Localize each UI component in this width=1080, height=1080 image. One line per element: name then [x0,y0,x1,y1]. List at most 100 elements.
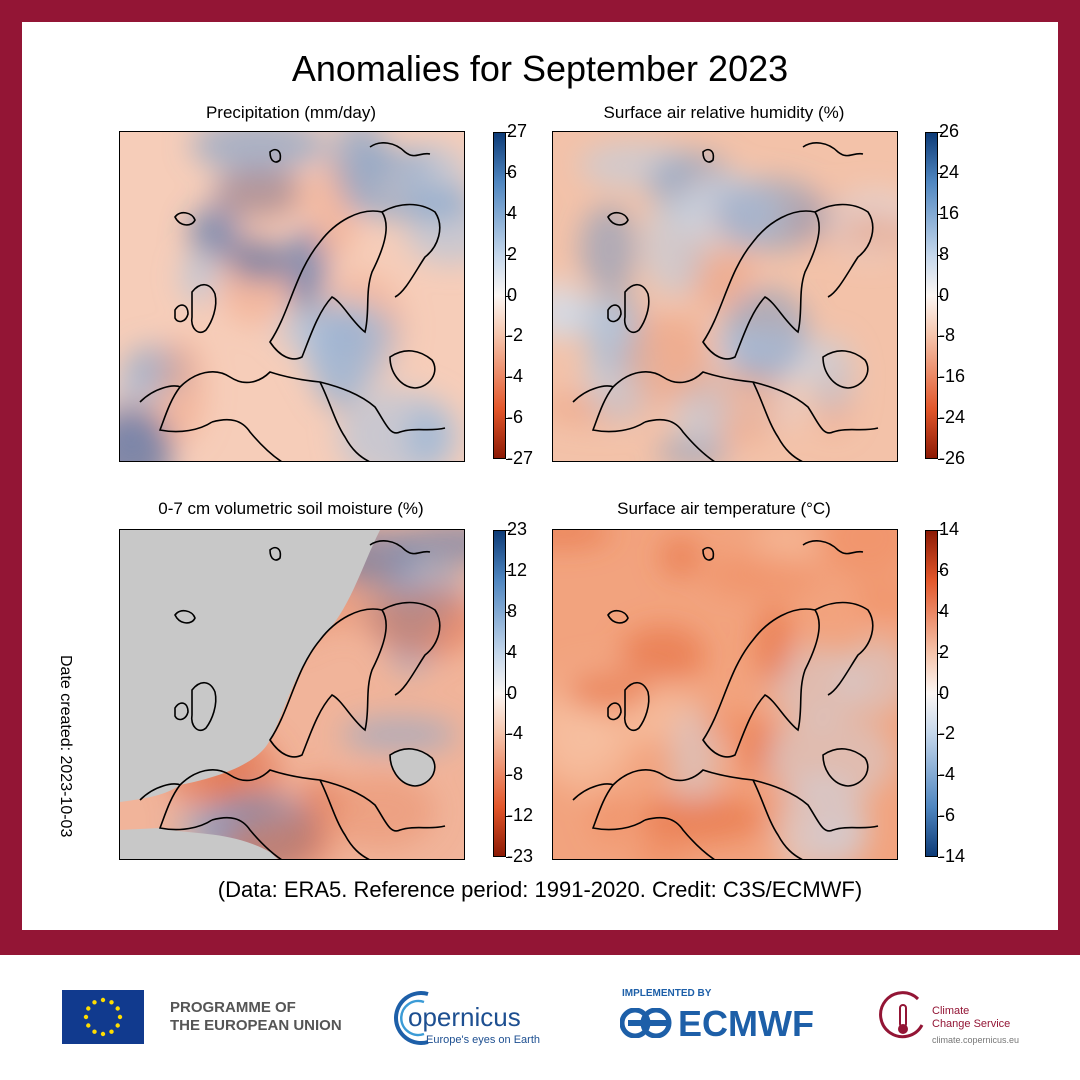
colorbar-tick-label: 8 [507,601,518,621]
anomaly-blob [354,149,435,178]
colorbar-tick-label: -4 [507,723,524,743]
colorbar-tick-mark [506,816,511,817]
colorbar-tick-label: 4 [939,601,950,621]
colorbar-tick-mark [938,459,943,460]
colorbar-tick-mark [938,816,943,817]
colorbar-tick-label: 2 [507,244,518,264]
coastline [190,283,217,334]
coastline [572,385,646,433]
map-title: Surface air temperature (°C) [617,499,831,518]
colorbar [925,530,938,857]
colorbar-tick-label: 24 [939,162,960,182]
anomaly-blob [698,711,755,740]
colorbar-tick-mark [506,857,511,858]
credit-line: (Data: ERA5. Reference period: 1991-2020… [217,877,863,902]
coastline [644,418,715,461]
colorbar-tick-label: 6 [507,162,518,182]
eu-flag-icon [62,990,144,1044]
colorbar [493,530,506,857]
colorbar-tick-mark [506,734,511,735]
colorbar-tick-mark [506,377,511,378]
eu-stars [83,997,123,1037]
colorbar-tick-label: -8 [507,764,524,784]
anomaly-blob [637,794,765,843]
anomaly-blob [284,227,328,315]
colorbar-tick-mark [506,530,511,531]
coastline [381,601,441,696]
colorbar-tick-mark [506,255,511,256]
colorbar-tick-label: -2 [939,723,956,743]
colorbar-tick-mark [938,173,943,174]
colorbar-tick-mark [506,173,511,174]
map-field [553,530,897,859]
coastline [702,210,820,360]
ocean-mask [120,530,380,802]
sea-mask [120,828,278,859]
anomaly-blob [775,776,871,859]
colorbar-tick-mark [938,377,943,378]
coastline [822,350,869,389]
anomaly-blob [337,389,462,461]
colorbar-tick-label: -6 [939,805,956,825]
colorbar-tick-mark [938,694,943,695]
coastline [644,816,715,859]
date-created: Date created: 2023-10-03 [57,655,74,838]
coastline [269,148,282,163]
colorbar-tick-label: 0 [507,285,518,305]
colorbar-tick-label: -8 [939,325,956,345]
colorbar-tick-mark [938,612,943,613]
colorbar-tick-label: 2 [939,642,950,662]
colorbar-tick-mark [506,336,511,337]
eu-line-2: THE EUROPEAN UNION [170,1017,342,1034]
colorbar-tick-mark [506,775,511,776]
colorbar-tick-mark [506,459,511,460]
coastline [607,304,622,323]
c3s-url: climate.copernicus.eu [932,1035,1020,1045]
coastline [702,546,715,561]
colorbar-tick-mark [506,612,511,613]
map-title: 0-7 cm volumetric soil moisture (%) [158,499,424,518]
anomaly-blob [220,165,312,222]
anomaly-blob [190,132,327,174]
colorbar-tick-mark [938,775,943,776]
anomaly-blob [765,713,896,804]
colorbar-tick-mark [938,336,943,337]
coastline [814,203,874,298]
coastline [752,381,803,461]
ecmwf-logo-icon [619,1007,676,1039]
coastline [369,540,431,555]
colorbar-tick-mark [506,694,511,695]
coastline [607,702,622,721]
eu-star-icon [109,1029,114,1034]
colorbar-tick-label: -26 [939,448,966,468]
eu-star-icon [83,1014,89,1020]
anomaly-blob [702,554,820,598]
anomaly-blob [721,287,810,383]
colorbar-tick-mark [506,296,511,297]
colorbar-tick-label: 14 [939,519,960,539]
map-title: Surface air relative humidity (%) [603,103,845,122]
colorbar-tick-label: -16 [939,366,966,386]
map-field [120,530,464,859]
anomaly-blob [660,536,701,577]
coastline [319,779,370,859]
copernicus-wordmark: opernicus [408,1002,521,1032]
anomaly-blob [579,204,638,294]
eu-star-icon [92,1029,97,1034]
colorbar-tick-label: 26 [939,121,960,141]
colorbar-tick-label: -4 [507,366,524,386]
anomaly-blob [553,530,613,547]
coastline [174,609,196,624]
map-title: Precipitation (mm/day) [205,103,377,122]
colorbar-tick-mark [938,255,943,256]
copernicus-logo: opernicus Europe's eyes on Earth [388,988,558,1048]
coastline [174,702,189,721]
eu-star-icon [117,1014,123,1020]
eu-star-icon [115,1023,120,1028]
eu-star-icon [100,997,106,1003]
colorbar-tick-label: 12 [507,560,528,580]
anomaly-blob [323,773,437,849]
anomaly-blob [769,647,864,724]
coastline [211,816,282,859]
coastline [174,211,196,226]
